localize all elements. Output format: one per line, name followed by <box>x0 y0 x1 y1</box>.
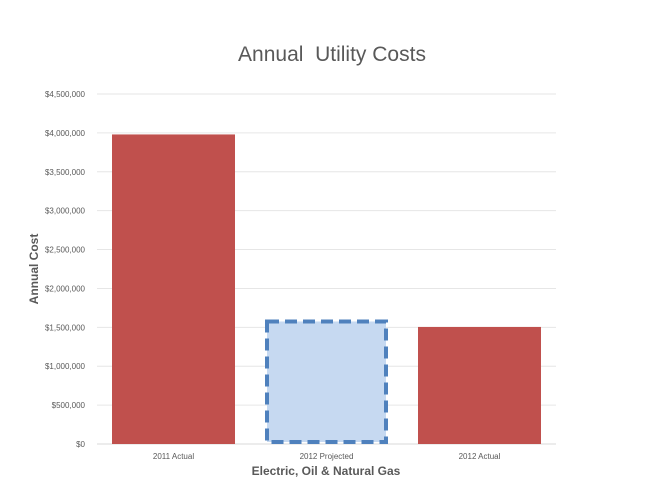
chart-title: Annual Utility Costs <box>238 43 426 66</box>
y-tick-label: $3,000,000 <box>45 207 86 216</box>
y-tick-label: $500,000 <box>52 401 86 410</box>
y-tick-label: $1,000,000 <box>45 362 86 371</box>
bar-2011-actual <box>112 134 235 444</box>
bar-2012-actual <box>418 326 541 444</box>
x-tick-label: 2012 Projected <box>300 452 354 461</box>
bar-2012-projected <box>265 319 388 444</box>
x-axis-ticks: 2011 Actual 2012 Projected 2012 Actual <box>153 452 501 461</box>
x-tick-label: 2011 Actual <box>153 452 194 461</box>
y-tick-label: $2,500,000 <box>45 246 86 255</box>
y-tick-label: $1,500,000 <box>45 323 86 332</box>
y-tick-label: $4,000,000 <box>45 129 86 138</box>
y-tick-label: $3,500,000 <box>45 168 86 177</box>
x-axis-label: Electric, Oil & Natural Gas <box>252 464 401 478</box>
x-tick-label: 2012 Actual <box>459 452 501 461</box>
bars <box>112 134 541 444</box>
y-axis-ticks: $0 $500,000 $1,000,000 $1,500,000 $2,000,000… <box>45 90 86 449</box>
y-axis-label: Annual Cost <box>27 234 41 305</box>
y-tick-label: $0 <box>76 440 85 449</box>
y-tick-label: $2,000,000 <box>45 284 86 293</box>
y-tick-label: $4,500,000 <box>45 90 86 99</box>
